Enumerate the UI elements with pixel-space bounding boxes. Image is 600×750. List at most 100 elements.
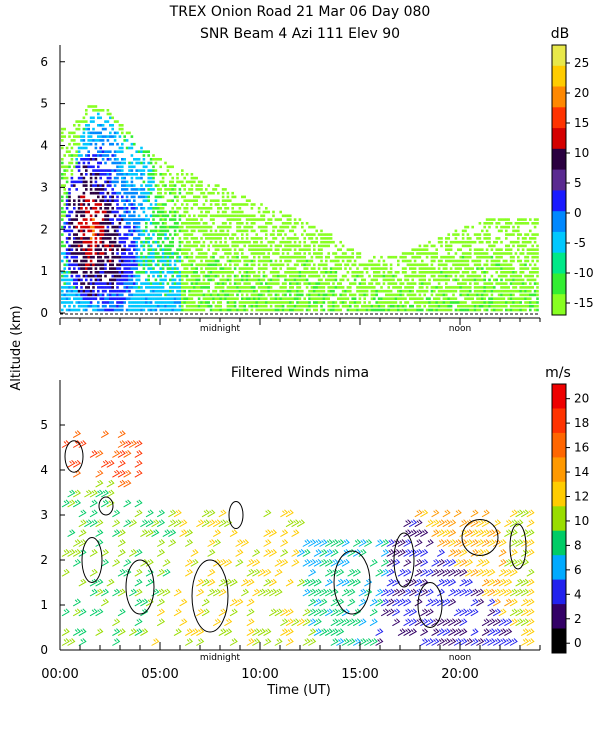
snr-cell [89,180,93,184]
wind-barb [341,588,350,597]
snr-cell [80,225,83,229]
snr-cell [63,274,66,278]
snr-cell [111,259,114,263]
snr-cell [473,282,477,285]
snr-cell [341,259,345,263]
snr-cell [493,308,496,312]
snr-cell [241,308,244,312]
snr-cell [255,252,258,255]
snr-cell [488,222,491,225]
snr-cell [161,229,165,233]
snr-cell [166,229,170,233]
snr-cell [250,252,254,255]
snr-cell [257,278,261,282]
snr-cell [118,308,122,312]
snr-cell [349,248,352,251]
snr-cell [514,286,518,289]
snr-cell [140,240,143,244]
snr-cell [428,301,431,304]
snr-cell [82,304,86,308]
wind-barb [156,549,166,557]
speed-contour [417,582,443,628]
snr-cell [464,267,467,270]
wind-barb [240,588,250,597]
snr-cell [238,203,242,206]
snr-cell [308,274,311,278]
snr-cell [101,286,105,289]
snr-cell [370,259,374,263]
snr-cell [87,274,90,278]
snr-cell [387,289,390,293]
snr-cell [149,191,153,195]
snr-cell [128,229,131,233]
wind-barb [492,638,502,646]
snr-cell [245,199,249,202]
snr-cell [531,293,534,297]
snr-cell [457,271,460,274]
snr-cell [399,286,402,289]
snr-cell [435,304,438,308]
wind-barb [487,578,496,587]
snr-cell [517,225,520,229]
snr-cell [385,301,388,304]
snr-cell [121,301,124,304]
wind-barb [509,608,518,617]
snr-cell [212,274,215,278]
snr-cell [61,158,64,161]
snr-cell [526,255,530,259]
snr-cell [248,240,251,244]
snr-cell [320,293,323,297]
snr-cell [61,274,64,278]
snr-cell [212,259,215,263]
snr-cell [365,271,369,274]
snr-cell [140,188,143,191]
snr-cell [231,297,234,300]
snr-cell [272,263,275,267]
wind-barb [72,489,82,498]
snr-cell [277,304,280,308]
snr-cell [159,180,162,184]
snr-cell [469,304,472,308]
wind-barb [481,588,490,597]
snr-cell [92,120,95,123]
snr-cell [289,240,292,244]
wind-barb [134,459,143,468]
snr-cell [219,282,222,285]
snr-cell [101,237,105,240]
snr-cell [507,293,510,297]
snr-cell [488,286,491,289]
snr-cell [303,248,306,251]
snr-cell [140,184,143,187]
snr-cell [233,278,237,282]
snr-cell [188,233,191,236]
snr-cell [339,263,342,267]
snr-cell [87,286,90,289]
snr-cell [274,271,278,274]
snr-cell [243,297,246,300]
snr-cell [471,293,474,297]
snr-cell [104,255,107,259]
snr-cell [188,263,191,267]
snr-cell [320,240,323,244]
snr-cell [461,274,465,278]
snr-cell [159,274,162,278]
wind-barb [481,529,490,538]
snr-cell [373,286,376,289]
snr-cell [195,195,198,199]
snr-cell [260,237,263,240]
snr-cell [315,308,318,312]
snr-cell [176,282,179,285]
snr-cell [277,297,280,300]
snr-cell [481,229,484,233]
wind-barb [470,628,479,637]
snr-cell [219,214,222,218]
snr-cell [89,297,93,300]
snr-cell [433,255,436,259]
snr-cell [370,263,374,267]
snr-cell [118,282,122,285]
snr-cell [113,240,117,244]
snr-cell [68,248,71,251]
snr-cell [99,278,102,282]
snr-cell [68,282,71,285]
snr-cell [193,274,196,278]
